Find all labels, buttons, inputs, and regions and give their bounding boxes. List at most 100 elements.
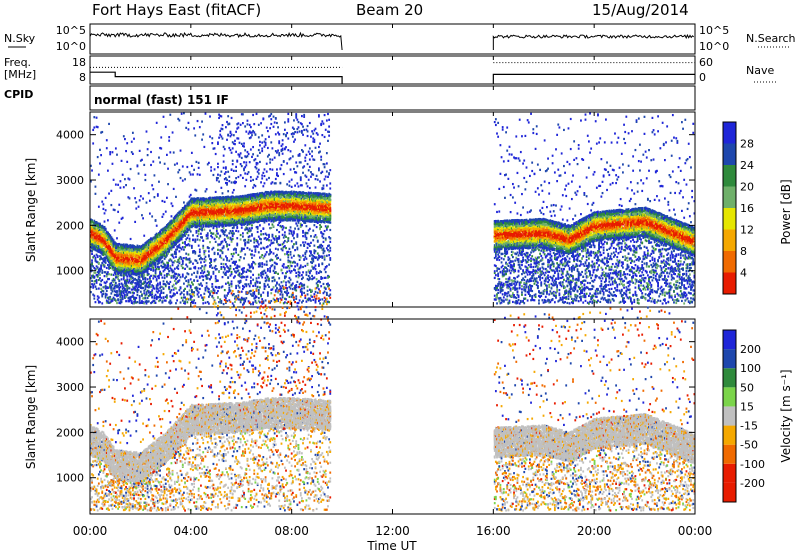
power-point	[102, 247, 105, 251]
power-point	[145, 201, 148, 204]
power-point	[117, 277, 120, 281]
power-point	[119, 300, 122, 303]
power-point	[197, 267, 200, 270]
power-point	[95, 287, 98, 291]
power-point	[107, 232, 109, 235]
power-point	[92, 274, 95, 277]
power-point	[129, 268, 132, 271]
power-point	[93, 244, 96, 247]
freq-label: Freq.	[4, 56, 31, 69]
power-point	[119, 295, 122, 298]
power-point	[109, 259, 112, 262]
power-point	[124, 268, 126, 271]
power-point	[195, 259, 198, 262]
power-point	[99, 230, 101, 234]
power-point	[113, 279, 116, 282]
power-point	[142, 258, 144, 261]
power-point	[187, 234, 190, 237]
power-point	[145, 282, 148, 285]
power-point	[139, 274, 142, 277]
power-point	[144, 260, 147, 263]
power-point	[131, 261, 134, 264]
power-point	[91, 236, 93, 240]
power-point	[119, 290, 122, 293]
power-point	[168, 250, 171, 253]
power-point	[116, 258, 118, 261]
power-point	[96, 275, 99, 278]
power-point	[146, 263, 149, 266]
power-point	[146, 268, 149, 271]
power-point	[148, 244, 151, 247]
power-point	[135, 201, 138, 204]
power-point	[97, 243, 100, 246]
power-point	[100, 265, 103, 268]
power-point	[108, 192, 110, 195]
power-point	[97, 250, 100, 253]
power-point	[109, 236, 112, 239]
power-point	[95, 245, 98, 248]
power-point	[138, 250, 141, 253]
power-point	[110, 251, 113, 255]
power-point	[150, 274, 152, 277]
power-point	[143, 247, 146, 250]
power-point	[200, 282, 202, 285]
power-point	[122, 266, 125, 269]
power-point	[97, 242, 100, 245]
power-point	[104, 246, 107, 250]
power-point	[102, 257, 105, 260]
power-point	[150, 240, 152, 243]
power-point	[127, 262, 130, 265]
power-point	[180, 238, 183, 241]
power-point	[147, 242, 150, 245]
power-point	[197, 244, 200, 247]
power-point	[146, 252, 149, 255]
power-point	[135, 249, 138, 253]
power-point	[100, 239, 103, 242]
power-point	[148, 238, 151, 241]
power-point	[193, 127, 196, 130]
power-point	[96, 234, 99, 237]
power-point	[136, 250, 139, 253]
power-point	[134, 265, 137, 269]
power-point	[146, 281, 149, 285]
power-point	[148, 276, 151, 279]
power-point	[201, 236, 203, 239]
power-point	[100, 232, 103, 235]
power-point	[135, 296, 138, 300]
power-point	[117, 244, 120, 247]
power-point	[175, 287, 177, 290]
power-point	[90, 267, 92, 271]
power-point	[138, 271, 141, 274]
power-point	[103, 274, 106, 278]
power-point	[107, 245, 109, 248]
power-point	[90, 291, 92, 294]
power-point	[91, 230, 93, 233]
power-point	[126, 289, 129, 292]
power-point	[198, 248, 201, 251]
power-point	[135, 260, 138, 264]
power-point	[145, 249, 148, 253]
power-point	[112, 208, 115, 211]
power-point	[135, 289, 138, 292]
power-point	[142, 286, 144, 290]
power-point	[143, 249, 146, 252]
power-point	[100, 235, 103, 238]
power-point	[127, 250, 130, 253]
power-point	[101, 271, 104, 274]
power-point	[142, 217, 144, 220]
power-point	[120, 278, 123, 281]
power-point	[107, 240, 109, 243]
power-point	[111, 151, 114, 154]
power-point	[131, 253, 134, 256]
power-point	[133, 292, 135, 295]
cpid-mode: normal (fast) 151 IF	[94, 93, 229, 107]
power-point	[91, 232, 93, 235]
power-point	[99, 162, 101, 165]
power-point	[168, 270, 171, 273]
power-point	[103, 236, 106, 239]
power-point	[112, 178, 115, 181]
power-point	[167, 264, 169, 267]
power-point	[110, 189, 113, 192]
power-point	[155, 278, 158, 281]
power-point	[99, 258, 101, 261]
